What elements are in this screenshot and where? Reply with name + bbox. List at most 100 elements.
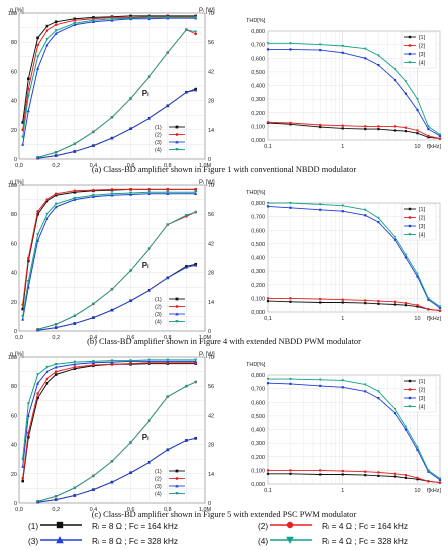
legend-marker-1 bbox=[175, 125, 179, 129]
thd-point bbox=[289, 206, 292, 209]
thd-point bbox=[341, 127, 344, 130]
efficiency-point bbox=[36, 43, 39, 47]
thd-point bbox=[404, 253, 408, 257]
legend-label-4: [4] bbox=[419, 233, 426, 239]
power-point bbox=[184, 28, 188, 32]
power-point bbox=[36, 156, 40, 159]
power-series-4 bbox=[37, 211, 196, 330]
legend-marker-3 bbox=[175, 140, 179, 144]
power-point bbox=[166, 51, 170, 55]
thd-point bbox=[341, 469, 344, 473]
efficiency-point bbox=[54, 363, 58, 366]
thd-point bbox=[427, 297, 430, 300]
legend-label-2: [2] bbox=[419, 216, 426, 222]
efficiency-point bbox=[21, 307, 25, 311]
y2-tick-label: 28 bbox=[208, 99, 214, 105]
power-point bbox=[110, 115, 114, 119]
efficiency-point bbox=[129, 16, 133, 20]
power-point bbox=[147, 247, 151, 251]
x-tick-label: 1 bbox=[341, 316, 344, 322]
key-label-1: (1) bbox=[28, 521, 38, 531]
thd-point bbox=[364, 302, 367, 305]
efficiency-point bbox=[73, 367, 77, 370]
thd-point bbox=[404, 130, 408, 133]
thd-point bbox=[364, 390, 367, 393]
efficiency-point bbox=[147, 16, 151, 19]
pl-curve-label: Pₗ bbox=[142, 89, 149, 98]
efficiency-chart-1: 0 20 40 60 80 100 0 14 28 42 56 70 0,0 0,2 0,4 0,6 0,8 1,… bbox=[8, 8, 215, 169]
efficiency-point bbox=[194, 16, 198, 19]
efficiency-point bbox=[21, 303, 25, 307]
efficiency-point bbox=[54, 193, 58, 197]
thd-point bbox=[341, 298, 344, 301]
power-point bbox=[147, 288, 151, 292]
y-axis-label: THD[%] bbox=[246, 190, 266, 196]
legend-label-2: [2] bbox=[419, 44, 426, 50]
thd-point bbox=[404, 425, 408, 429]
thd-point bbox=[377, 471, 380, 474]
efficiency-point bbox=[54, 192, 58, 196]
key-label-2: (2) bbox=[258, 521, 268, 531]
power-series-3 bbox=[37, 437, 196, 503]
x-tick-label: 0,2 bbox=[52, 335, 60, 341]
thd-point bbox=[404, 302, 408, 305]
legend-marker-3 bbox=[408, 52, 412, 56]
power-point bbox=[194, 210, 198, 214]
thd-point bbox=[438, 305, 442, 308]
power-point bbox=[147, 460, 151, 464]
legend-box bbox=[401, 31, 437, 69]
x-tick-label: 0,8 bbox=[164, 163, 172, 169]
y-tick-label: 0,100 bbox=[251, 468, 265, 474]
y2-tick-label: 28 bbox=[208, 443, 214, 449]
efficiency-point bbox=[36, 209, 39, 213]
efficiency-point bbox=[21, 135, 25, 139]
efficiency-point bbox=[110, 192, 114, 196]
y-tick-label: 100 bbox=[8, 355, 17, 361]
thd-point bbox=[289, 121, 292, 125]
x-axis-label: f[kHz] bbox=[427, 488, 442, 494]
caption-a: (a) Class-BD amplifier shown in Figure 1… bbox=[92, 165, 356, 174]
thd-point bbox=[364, 299, 367, 302]
x-tick-label: 0,6 bbox=[127, 163, 135, 169]
thd-point bbox=[427, 125, 430, 128]
efficiency-point bbox=[54, 31, 58, 35]
efficiency-point bbox=[21, 142, 25, 146]
thd-point bbox=[363, 383, 367, 386]
thd-point bbox=[363, 208, 367, 212]
x-tick-label: 0,0 bbox=[15, 163, 23, 169]
legend-label-1: (1) bbox=[155, 125, 162, 131]
thd-point bbox=[318, 43, 322, 46]
y2-tick-label: 28 bbox=[208, 271, 214, 277]
efficiency-series-3 bbox=[22, 193, 196, 320]
thd-chart-1: 0,000 0,100 0,200 0,300 0,400 0,500 0,600 0,700… bbox=[246, 18, 441, 150]
efficiency-point bbox=[166, 358, 170, 362]
legend-marker-3 bbox=[175, 484, 179, 488]
thd-point bbox=[319, 125, 322, 129]
y-tick-label: 0,200 bbox=[251, 283, 265, 289]
x-tick-label: 0,1 bbox=[264, 488, 272, 494]
power-point bbox=[147, 116, 151, 120]
thd-chart-3: 0,000 0,100 0,200 0,300 0,400 0,500 0,600 0,700… bbox=[246, 362, 441, 494]
thd-point bbox=[266, 121, 270, 124]
series-key: (1) Rₗ = 8 Ω ; Fᴄ = 164 kHz (2) Rₗ = 4 Ω… bbox=[28, 521, 408, 546]
y-tick-label: 0,200 bbox=[251, 455, 265, 461]
power-point bbox=[194, 263, 198, 267]
power-point bbox=[166, 276, 170, 280]
efficiency-point bbox=[36, 392, 39, 395]
x-tick-label: 10 bbox=[414, 144, 420, 150]
y-tick-label: 20 bbox=[11, 300, 17, 306]
x-tick-label: 0,8 bbox=[164, 507, 172, 513]
y-tick-label: 0,000 bbox=[251, 482, 265, 488]
efficiency-point bbox=[54, 365, 58, 369]
efficiency-point bbox=[27, 436, 30, 439]
key-text-1: Rₗ = 8 Ω ; Fᴄ = 164 kHz bbox=[92, 521, 178, 531]
y-axis-label: η [%] bbox=[10, 8, 24, 14]
y-tick-label: 60 bbox=[11, 413, 17, 419]
x-tick-label: 10 bbox=[414, 316, 420, 322]
legend-marker-3 bbox=[408, 396, 412, 400]
legend-marker-2 bbox=[175, 477, 179, 480]
y-tick-label: 0,200 bbox=[251, 111, 265, 117]
thd-point bbox=[289, 297, 292, 300]
thd-point bbox=[427, 308, 430, 311]
